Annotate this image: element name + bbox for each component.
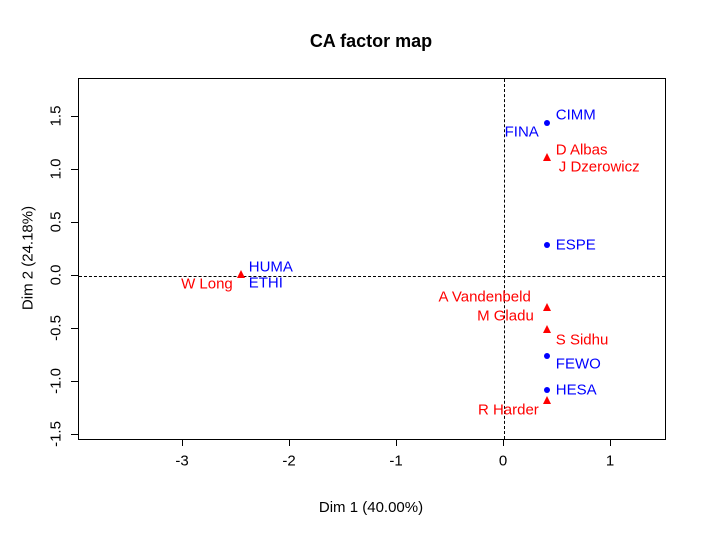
data-point-circle bbox=[543, 120, 550, 127]
y-axis-tick bbox=[71, 169, 78, 170]
y-axis-tick bbox=[71, 222, 78, 223]
data-point-label: ETHI bbox=[248, 274, 283, 292]
plot-area: CIMM FINA ESPE HUMA ETHI FEWO HESA D Albas J Dze… bbox=[78, 78, 666, 440]
data-point-circle bbox=[543, 352, 550, 359]
y-axis-tick bbox=[71, 381, 78, 382]
y-axis-tick bbox=[71, 116, 78, 117]
y-axis-tick-label: -1.0 bbox=[47, 368, 65, 394]
data-point-triangle bbox=[542, 302, 551, 311]
chart-title: CA factor map bbox=[309, 31, 433, 51]
data-point-label: ESPE bbox=[555, 236, 596, 254]
reference-line-vertical bbox=[504, 79, 505, 439]
x-axis-tick bbox=[396, 439, 397, 446]
data-point-label: W Long bbox=[181, 275, 233, 293]
x-axis-tick bbox=[289, 439, 290, 446]
data-point-circle bbox=[543, 387, 550, 394]
data-point-label: FINA bbox=[504, 123, 539, 141]
y-axis-tick-label: -1.5 bbox=[47, 421, 65, 447]
x-axis-tick-label: -3 bbox=[175, 452, 189, 470]
y-axis-tick-label: 1.5 bbox=[47, 105, 65, 127]
y-axis-tick bbox=[71, 328, 78, 329]
data-point-label: HESA bbox=[555, 381, 597, 399]
data-point-triangle bbox=[542, 325, 551, 333]
data-point-label: A Vandenbeld bbox=[438, 288, 531, 306]
data-point-label: HUMA bbox=[248, 258, 293, 276]
data-point-label: FEWO bbox=[555, 355, 601, 372]
data-point-triangle bbox=[542, 153, 551, 162]
y-axis-tick-label: 0.5 bbox=[47, 211, 65, 233]
reference-line-horizontal bbox=[79, 276, 665, 277]
data-point-label: R Harder bbox=[477, 401, 539, 419]
data-point-circle bbox=[543, 242, 550, 249]
data-point-label: D Albas bbox=[555, 141, 608, 159]
y-axis-tick-label: 0.0 bbox=[47, 264, 65, 286]
x-axis-tick bbox=[182, 439, 183, 446]
x-axis-tick-label: 1 bbox=[605, 452, 615, 470]
x-axis-tick-label: -1 bbox=[389, 452, 403, 470]
x-axis-tick bbox=[503, 439, 504, 446]
data-point-triangle bbox=[542, 396, 551, 405]
data-point-label: M Gladu bbox=[477, 307, 534, 325]
y-axis-tick bbox=[71, 434, 78, 435]
y-axis-label: Dim 2 (24.18%) bbox=[19, 205, 37, 311]
x-axis-tick-label: 0 bbox=[498, 452, 508, 470]
x-axis-label: Dim 1 (40.00%) bbox=[318, 499, 424, 516]
y-axis-tick bbox=[71, 275, 78, 276]
y-axis-tick-label: 1.0 bbox=[47, 158, 65, 180]
data-point-triangle bbox=[236, 269, 245, 278]
x-axis-tick-label: -2 bbox=[282, 452, 296, 470]
y-axis-tick-label: -0.5 bbox=[47, 315, 65, 341]
x-axis-tick bbox=[610, 439, 611, 446]
data-point-label: J Dzerowicz bbox=[558, 158, 640, 176]
data-point-label: S Sidhu bbox=[555, 331, 609, 349]
data-point-label: CIMM bbox=[555, 106, 596, 124]
